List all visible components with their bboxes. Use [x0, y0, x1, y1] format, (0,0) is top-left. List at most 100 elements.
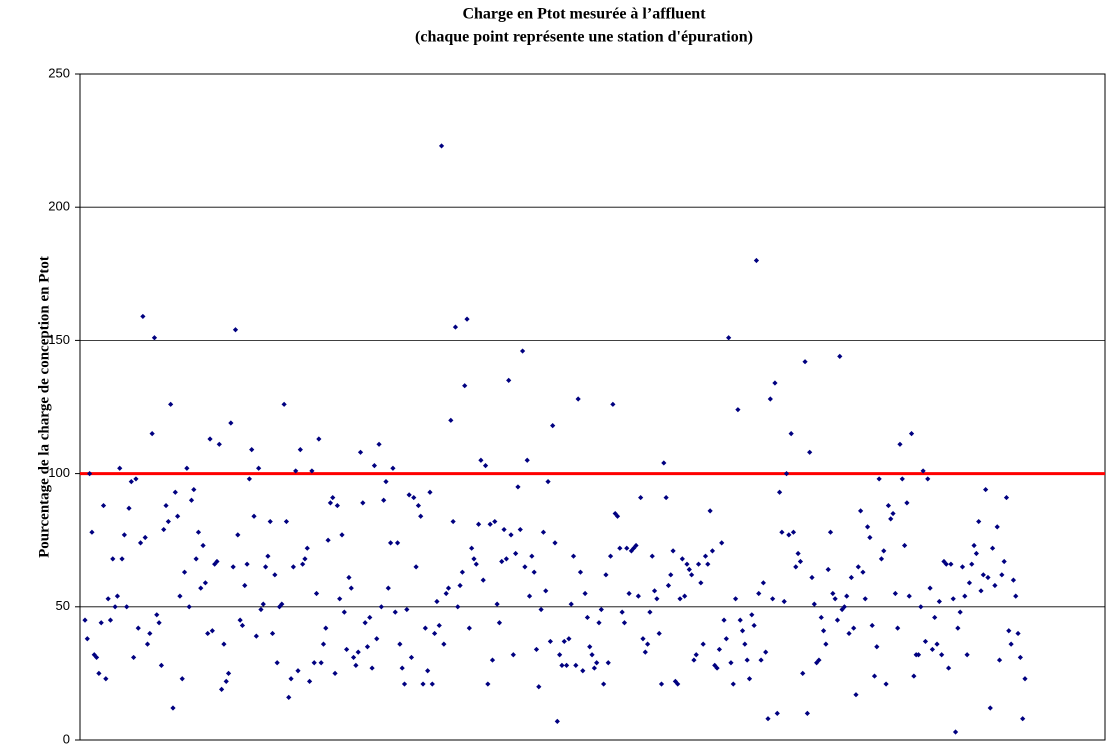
point	[726, 335, 732, 341]
point	[306, 678, 313, 684]
point	[149, 431, 155, 437]
point	[529, 553, 535, 559]
point	[807, 449, 813, 455]
point	[839, 606, 845, 613]
point	[394, 540, 401, 546]
point	[256, 465, 262, 471]
point	[848, 574, 854, 581]
point	[355, 649, 361, 655]
point	[617, 545, 623, 551]
point	[140, 313, 146, 320]
point	[645, 641, 651, 647]
point	[230, 564, 236, 570]
point	[966, 580, 973, 586]
point	[545, 478, 551, 485]
point	[300, 561, 306, 567]
point	[251, 513, 257, 519]
point	[457, 582, 463, 589]
point	[480, 577, 486, 583]
point	[499, 558, 505, 565]
point	[478, 457, 484, 463]
point	[543, 588, 549, 594]
point	[357, 449, 364, 455]
point	[647, 609, 653, 615]
point	[420, 681, 426, 687]
point	[749, 612, 755, 618]
point	[774, 710, 780, 716]
point	[915, 652, 922, 658]
point	[374, 636, 380, 642]
point	[228, 420, 234, 426]
point	[851, 625, 857, 631]
point	[283, 518, 290, 525]
point	[552, 540, 558, 546]
point	[976, 518, 982, 525]
point	[274, 660, 280, 666]
point	[448, 417, 454, 423]
point	[675, 681, 681, 687]
point	[281, 401, 287, 407]
point	[837, 353, 843, 359]
point	[170, 705, 176, 711]
point	[455, 604, 461, 610]
point	[436, 622, 442, 629]
point	[348, 585, 354, 591]
point	[950, 596, 956, 602]
point	[908, 431, 915, 437]
point	[225, 670, 232, 676]
point	[320, 641, 327, 647]
point	[959, 564, 966, 570]
y-tick-label: 200	[48, 199, 70, 214]
point	[719, 540, 725, 546]
point	[369, 665, 375, 671]
point	[693, 652, 699, 658]
point	[154, 612, 160, 618]
point	[890, 510, 896, 517]
point	[770, 596, 776, 602]
point	[290, 564, 296, 570]
chart-subtitle: (chaque point représente une station d'é…	[415, 29, 753, 46]
point	[323, 625, 329, 631]
point	[137, 540, 144, 546]
point	[193, 556, 199, 562]
point	[781, 598, 787, 605]
point	[246, 476, 252, 482]
point	[610, 401, 616, 407]
point	[126, 505, 132, 511]
point	[341, 609, 347, 615]
point	[788, 431, 794, 437]
point	[779, 529, 785, 535]
point	[605, 660, 611, 666]
point	[584, 614, 591, 621]
point	[723, 636, 729, 642]
point	[482, 463, 489, 469]
point	[175, 513, 181, 519]
point	[746, 676, 753, 682]
point	[473, 561, 479, 567]
point	[501, 526, 507, 533]
y-tick-label: 150	[48, 332, 70, 347]
point	[568, 601, 574, 607]
point	[142, 534, 148, 541]
point	[654, 596, 660, 602]
point	[181, 569, 188, 575]
point	[790, 529, 797, 535]
point	[221, 641, 227, 647]
point	[353, 662, 359, 669]
point	[531, 569, 537, 575]
point	[302, 556, 308, 562]
point	[695, 561, 702, 567]
point	[344, 646, 350, 653]
point	[698, 580, 704, 586]
point	[462, 383, 468, 389]
point	[594, 660, 600, 666]
point	[677, 596, 683, 602]
point	[730, 681, 736, 687]
point	[350, 654, 357, 661]
point	[612, 510, 618, 517]
point	[985, 574, 991, 581]
point	[797, 558, 804, 565]
point	[635, 593, 641, 599]
point	[295, 668, 301, 674]
point	[337, 596, 343, 602]
